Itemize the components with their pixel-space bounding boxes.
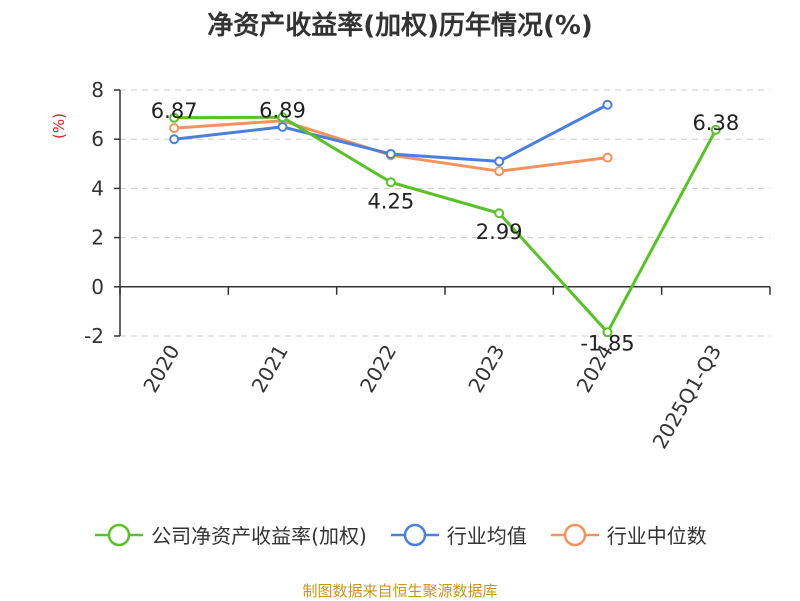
data-point <box>169 123 180 134</box>
x-tick-label: 2023 <box>463 340 509 396</box>
y-axis-label: (%) <box>50 113 68 139</box>
data-point <box>277 121 288 132</box>
y-tick-label: 0 <box>91 275 104 299</box>
legend-marker-icon <box>390 523 439 546</box>
data-label: 6.38 <box>692 111 739 135</box>
legend-circle <box>107 523 131 546</box>
data-label: 2.99 <box>476 220 523 244</box>
chart-title: 净资产收益率(加权)历年情况(%) <box>207 11 593 41</box>
x-tick-label: 2022 <box>355 341 401 397</box>
data-labels: 6.87 6.89 4.25 2.99 -1.85 6.38 <box>151 98 739 355</box>
x-tick-label: 2025Q1-Q3 <box>647 341 726 453</box>
data-point <box>494 208 505 219</box>
y-tick-label: 2 <box>91 226 104 250</box>
legend-circle <box>563 523 587 546</box>
data-point <box>494 166 505 177</box>
x-tick-label: 2021 <box>247 341 293 397</box>
legend-item[interactable]: 公司净资产收益率(加权) <box>93 520 367 549</box>
data-label: 6.89 <box>259 98 306 122</box>
data-label: 6.87 <box>151 99 198 123</box>
series-lines <box>169 99 721 338</box>
y-tick-label: 6 <box>91 127 104 151</box>
y-tick-label: -2 <box>84 324 104 348</box>
data-point <box>602 99 613 110</box>
series-line <box>174 119 608 173</box>
legend-circle <box>403 523 427 546</box>
legend-marker-icon <box>550 523 599 546</box>
y-tick-label: 8 <box>91 78 104 102</box>
legend-label: 行业中位数 <box>606 524 707 548</box>
data-point <box>385 148 396 159</box>
legend: 公司净资产收益率(加权) 行业均值 行业中位数 <box>0 520 800 549</box>
legend-marker-icon <box>95 523 144 546</box>
legend-item[interactable]: 行业中位数 <box>549 520 707 549</box>
data-point <box>169 112 180 123</box>
data-source-note: 制图数据来自恒生聚源数据库 <box>302 582 498 600</box>
data-point <box>385 177 396 188</box>
series-line <box>174 115 718 334</box>
x-tick-label: 2020 <box>138 341 184 397</box>
data-label: 4.25 <box>367 189 414 213</box>
grid-lines <box>120 89 770 337</box>
data-label: -1.85 <box>580 331 634 355</box>
legend-item[interactable]: 行业均值 <box>389 520 527 549</box>
data-point <box>169 134 180 145</box>
data-point <box>710 124 721 135</box>
data-point <box>494 156 505 167</box>
data-point <box>602 327 613 338</box>
data-point <box>602 152 613 163</box>
data-point <box>277 112 288 123</box>
legend-label: 公司净资产收益率(加权) <box>151 524 367 548</box>
legend-label: 行业均值 <box>446 524 527 548</box>
y-tick-label: 4 <box>91 176 104 200</box>
